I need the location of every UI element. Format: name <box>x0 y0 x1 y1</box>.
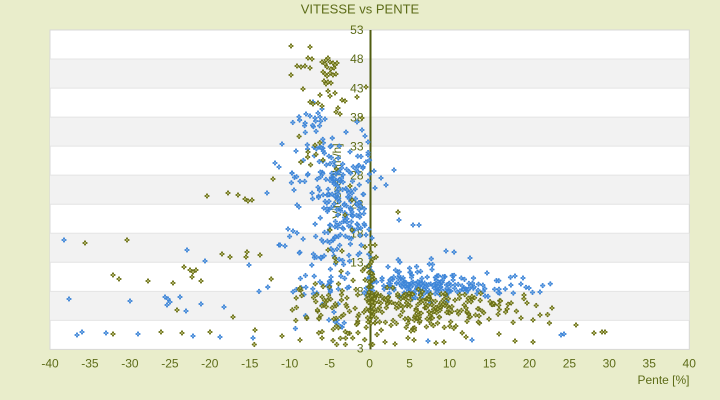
svg-text:-30: -30 <box>121 357 139 371</box>
svg-text:-35: -35 <box>81 357 99 371</box>
svg-text:VITESSE vs PENTE: VITESSE vs PENTE <box>301 2 420 17</box>
svg-text:-20: -20 <box>201 357 219 371</box>
svg-text:30: 30 <box>603 357 617 371</box>
svg-text:40: 40 <box>683 357 697 371</box>
svg-text:25: 25 <box>563 357 577 371</box>
svg-text:13: 13 <box>350 256 364 270</box>
svg-text:15: 15 <box>483 357 497 371</box>
svg-text:10: 10 <box>443 357 457 371</box>
svg-text:-25: -25 <box>161 357 179 371</box>
svg-text:38: 38 <box>350 110 364 124</box>
svg-text:-10: -10 <box>281 357 299 371</box>
svg-text:-15: -15 <box>241 357 259 371</box>
svg-text:35: 35 <box>643 357 657 371</box>
svg-text:8: 8 <box>357 285 364 299</box>
svg-text:43: 43 <box>350 81 364 95</box>
svg-text:5: 5 <box>406 357 413 371</box>
svg-text:-40: -40 <box>41 357 59 371</box>
svg-text:33: 33 <box>350 139 364 153</box>
svg-text:48: 48 <box>350 52 364 66</box>
svg-text:53: 53 <box>350 23 364 37</box>
svg-text:0: 0 <box>366 357 373 371</box>
svg-text:Pente [%]: Pente [%] <box>637 373 689 387</box>
svg-text:3: 3 <box>357 342 364 356</box>
svg-text:-5: -5 <box>324 357 335 371</box>
svg-text:20: 20 <box>523 357 537 371</box>
